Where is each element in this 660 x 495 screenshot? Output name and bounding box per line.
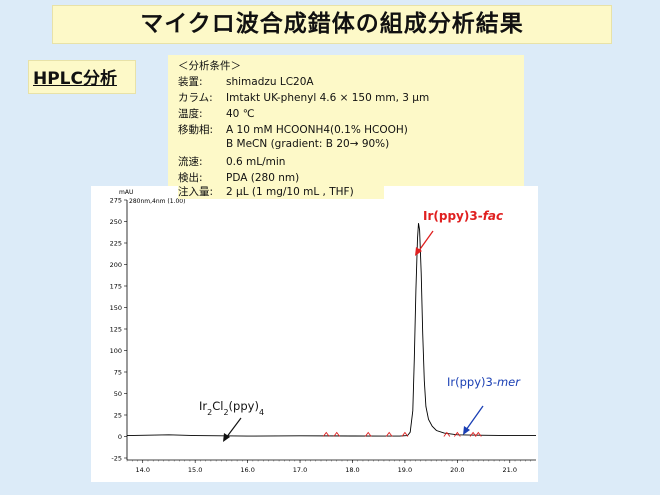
condition-row: B MeCN (gradient: B 20→ 90%)	[178, 138, 389, 150]
x-tick-label: 21.0	[503, 466, 517, 474]
arrowhead-fac	[415, 247, 422, 256]
y-tick-label: 100	[110, 347, 122, 355]
condition-value: B MeCN (gradient: B 20→ 90%)	[226, 138, 390, 150]
condition-key: 注入量:	[178, 186, 214, 198]
y-tick-label: 125	[110, 326, 122, 334]
condition-value: Imtakt UK-phenyl 4.6 × 150 mm, 3 μm	[226, 92, 430, 104]
section-heading: HPLC分析	[33, 69, 117, 89]
y-tick-label: 50	[114, 390, 122, 398]
x-tick-label: 17.0	[293, 466, 307, 474]
page-title: マイクロ波合成錯体の組成分析結果	[140, 11, 524, 37]
x-tick-label: 14.0	[135, 466, 149, 474]
y-tick-label: 225	[110, 240, 122, 248]
x-tick-label: 18.0	[345, 466, 359, 474]
condition-key: 装置:	[178, 76, 203, 88]
y-tick-label: 0	[118, 433, 122, 441]
x-tick-label: 20.0	[450, 466, 464, 474]
y-tick-label: 200	[110, 261, 122, 269]
arrowhead-mer	[463, 426, 470, 435]
integration-mark	[333, 431, 341, 437]
y-tick-label: 25	[114, 412, 122, 420]
x-tick-label: 15.0	[188, 466, 202, 474]
integration-mark	[401, 431, 409, 437]
condition-key: 検出:	[178, 172, 203, 184]
condition-row: 温度: 40 ℃	[178, 106, 255, 121]
conditions-heading: ＜分析条件＞	[178, 60, 241, 72]
chromatogram-trace	[126, 223, 536, 437]
condition-row: 移動相: A 10 mM HCOONH4(0.1% HCOOH)	[178, 122, 408, 137]
condition-row: 流速: 0.6 mL/min	[178, 154, 285, 169]
section-banner: HPLC分析	[28, 60, 136, 94]
integration-mark	[385, 431, 393, 437]
condition-row: 注入量: 2 μL (1 mg/10 mL , THF)	[178, 184, 384, 199]
integration-mark	[469, 431, 477, 437]
trace-label: 280nm,4nm (1.00)	[129, 198, 185, 205]
y-tick-label: 75	[114, 369, 122, 377]
chromatogram-panel: 275 250 225 200 175 150 125 100 75 50 25 0 -25 14.0 15…	[91, 186, 538, 482]
arrow-ir2cl2	[225, 417, 242, 439]
x-tick-label: 16.0	[240, 466, 254, 474]
arrowhead-ir2cl2	[223, 433, 230, 442]
y-tick-label: 250	[110, 218, 122, 226]
integration-mark	[364, 431, 372, 437]
y-unit-label: mAU	[119, 189, 133, 196]
peak-label-mer: Ir(ppy)3-mer	[447, 375, 521, 389]
condition-row: カラム: Imtakt UK-phenyl 4.6 × 150 mm, 3 μm	[178, 90, 429, 105]
integration-mark	[443, 431, 451, 437]
condition-key: カラム:	[178, 92, 213, 104]
condition-value: shimadzu LC20A	[226, 76, 314, 88]
condition-value: PDA (280 nm)	[226, 172, 300, 184]
condition-key: 流速:	[178, 156, 203, 168]
y-tick-label: -25	[111, 455, 122, 463]
y-tick-label: 175	[110, 283, 122, 291]
peak-label-fac: Ir(ppy)3-fac	[423, 209, 503, 223]
condition-value: 40 ℃	[226, 108, 255, 120]
integration-mark	[322, 431, 330, 437]
arrow-fac	[417, 230, 434, 253]
condition-value: 0.6 mL/min	[226, 156, 286, 168]
condition-key: 移動相:	[178, 124, 214, 136]
condition-row: 装置: shimadzu LC20A	[178, 74, 314, 89]
y-tick-label: 275	[110, 197, 122, 205]
conditions-panel	[168, 55, 524, 201]
integration-mark	[453, 431, 461, 437]
peak-label-ir2cl2: Ir2Cl2(ppy)4	[199, 399, 264, 417]
chart-plot	[126, 223, 536, 437]
y-tick-label: 150	[110, 304, 122, 312]
x-tick-label: 19.0	[398, 466, 412, 474]
chart-annotations: Ir(ppy)3-fac Ir(ppy)3-mer Ir2Cl2(ppy)4	[199, 209, 521, 442]
integration-mark	[474, 431, 482, 437]
condition-value: 2 μL (1 mg/10 mL , THF)	[226, 186, 354, 198]
title-banner: マイクロ波合成錯体の組成分析結果	[52, 5, 612, 44]
arrow-mer	[465, 405, 484, 431]
condition-key: 温度:	[178, 108, 203, 120]
condition-row: 検出: PDA (280 nm)	[178, 170, 299, 185]
condition-value: A 10 mM HCOONH4(0.1% HCOOH)	[226, 124, 408, 136]
